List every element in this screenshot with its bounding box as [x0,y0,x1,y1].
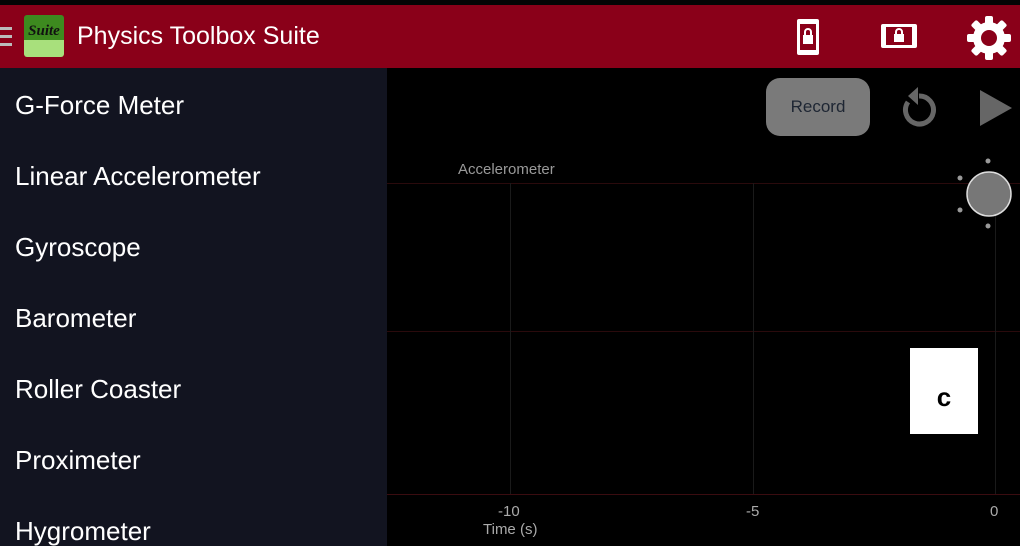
x-axis-label: Time (s) [483,521,538,538]
portrait-lock-icon[interactable] [796,18,820,56]
app-title: Physics Toolbox Suite [77,22,320,50]
x-tick: -10 [498,503,520,520]
status-strip [0,0,1020,5]
app-header: Suite Physics Toolbox Suite [0,5,1020,68]
gridline [995,183,996,494]
chart-title: Accelerometer [458,161,555,178]
play-icon[interactable] [978,88,1014,128]
plot-area [387,68,1020,546]
sidebar-item-gyroscope[interactable]: Gyroscope [15,232,141,262]
x-tick: -5 [746,503,760,520]
overlay-label: c [910,348,978,434]
gridline [387,183,1020,184]
sidebar-item-linear-accelerometer[interactable]: Linear Accelerometer [15,161,261,191]
x-tick: 0 [990,503,999,520]
sidebar-item-proximeter[interactable]: Proximeter [15,445,141,475]
menu-icon[interactable] [0,27,12,51]
sidebar-item-roller-coaster[interactable]: Roller Coaster [15,374,182,404]
sensor-menu: G-Force Meter Linear Accelerometer Gyros… [0,68,387,546]
record-button[interactable]: Record [766,78,870,136]
sidebar-item-g-force-meter[interactable]: G-Force Meter [15,90,185,120]
gridline [510,183,511,494]
sidebar-item-barometer[interactable]: Barometer [15,303,137,333]
sidebar-item-hygrometer[interactable]: Hygrometer [15,516,151,546]
orientation-knob[interactable] [954,156,1020,230]
gridline [387,331,1020,332]
gridline [753,183,754,494]
gear-icon[interactable] [966,15,1012,61]
reset-icon[interactable] [898,86,940,130]
landscape-lock-icon[interactable] [880,23,918,49]
x-axis [387,494,1020,495]
app-logo: Suite [24,15,64,57]
